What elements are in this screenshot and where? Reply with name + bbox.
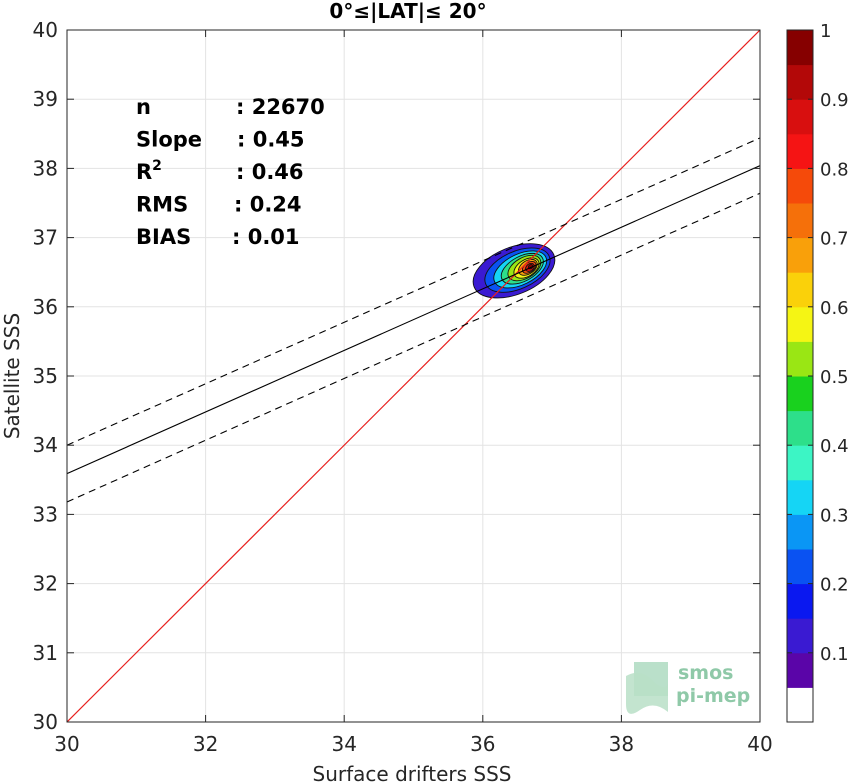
x-tick-label: 38 xyxy=(609,732,634,756)
chart-title: 0°≤|LAT|≤ 20° xyxy=(329,0,486,23)
stat-value: : 22670 xyxy=(236,95,325,119)
y-tick-label: 40 xyxy=(33,18,58,42)
colorbar-tick-label: 0.1 xyxy=(820,644,849,665)
y-tick-label: 35 xyxy=(33,364,58,388)
colorbar-segment xyxy=(787,272,813,308)
colorbar-segment xyxy=(787,133,813,169)
regression-bound-line xyxy=(67,192,760,503)
y-tick-label: 32 xyxy=(33,572,58,596)
colorbar-tick-label: 0.7 xyxy=(820,229,849,250)
y-tick-label: 37 xyxy=(33,226,58,250)
regression-line xyxy=(67,165,760,475)
y-tick-label: 38 xyxy=(33,156,58,180)
colorbar-segment xyxy=(787,341,813,377)
colorbar-segment xyxy=(787,479,813,515)
smos-pi-mep-logo: smos pi-mep xyxy=(626,662,750,714)
stat-label: RMS xyxy=(136,193,188,217)
stat-value: : 0.45 xyxy=(237,128,305,152)
stat-value: : 0.01 xyxy=(232,225,300,249)
colorbar-tick-label: 0.4 xyxy=(820,436,849,457)
colorbar-tick-label: 0.2 xyxy=(820,575,849,596)
colorbar-tick-label: 0.5 xyxy=(820,367,849,388)
colorbar-segment xyxy=(787,237,813,273)
colorbar-segment xyxy=(787,445,813,481)
colorbar-segment xyxy=(787,618,813,654)
stat-value: : 0.46 xyxy=(236,160,304,184)
identity-line xyxy=(67,30,760,722)
y-tick-label: 39 xyxy=(33,87,58,111)
y-tick-label: 36 xyxy=(33,295,58,319)
stat-label: Slope xyxy=(136,128,202,152)
x-tick-label: 30 xyxy=(54,732,79,756)
logo-text-pimep: pi-mep xyxy=(676,685,750,707)
logo-wave xyxy=(626,672,668,714)
stat-label: n xyxy=(136,95,151,119)
plot-area: 30 32 34 36 38 40 30 31 32 33 34 35 36 37 38 39 40 n : 226… xyxy=(33,18,773,756)
stat-value: : 0.24 xyxy=(234,193,302,217)
colorbar-tick-label: 0.6 xyxy=(820,298,849,319)
x-tick-label: 34 xyxy=(331,732,356,756)
x-axis-label: Surface drifters SSS xyxy=(313,762,512,784)
y-tick-label: 30 xyxy=(33,710,58,734)
y-axis-label: Satellite SSS xyxy=(0,313,24,439)
colorbar-tick-label: 0.9 xyxy=(820,90,849,111)
logo-text-smos: smos xyxy=(678,662,733,684)
colorbar-segment xyxy=(787,306,813,342)
colorbar-segment xyxy=(787,410,813,446)
plot-content xyxy=(67,30,760,722)
colorbar-segment xyxy=(787,514,813,550)
x-tick-label: 32 xyxy=(193,732,218,756)
x-tick-label: 36 xyxy=(470,732,495,756)
y-tick-label: 31 xyxy=(33,641,58,665)
colorbar-segment xyxy=(787,30,813,66)
regression-bound-line xyxy=(67,137,760,446)
colorbar-segment xyxy=(787,583,813,619)
y-tick-label: 34 xyxy=(33,433,58,457)
colorbar-segment xyxy=(787,549,813,585)
x-tick-label: 40 xyxy=(747,732,772,756)
colorbar-tick-label: 0.3 xyxy=(820,505,849,526)
y-tick-label: 33 xyxy=(33,502,58,526)
colorbar-segment xyxy=(787,168,813,204)
colorbar-segment xyxy=(787,99,813,135)
stat-label: BIAS xyxy=(136,225,191,249)
colorbar-tick-label: 1 xyxy=(820,21,831,42)
colorbar-segment xyxy=(787,652,813,688)
colorbar-segment xyxy=(787,376,813,412)
colorbar-segment xyxy=(787,687,813,723)
colorbar-segment xyxy=(787,203,813,239)
colorbar-segment xyxy=(787,64,813,100)
colorbar-tick-label: 0.8 xyxy=(820,159,849,180)
colorbar: 0.1 0.2 0.3 0.4 0.5 0.6 0.7 0.8 0.9 1 xyxy=(786,21,849,723)
